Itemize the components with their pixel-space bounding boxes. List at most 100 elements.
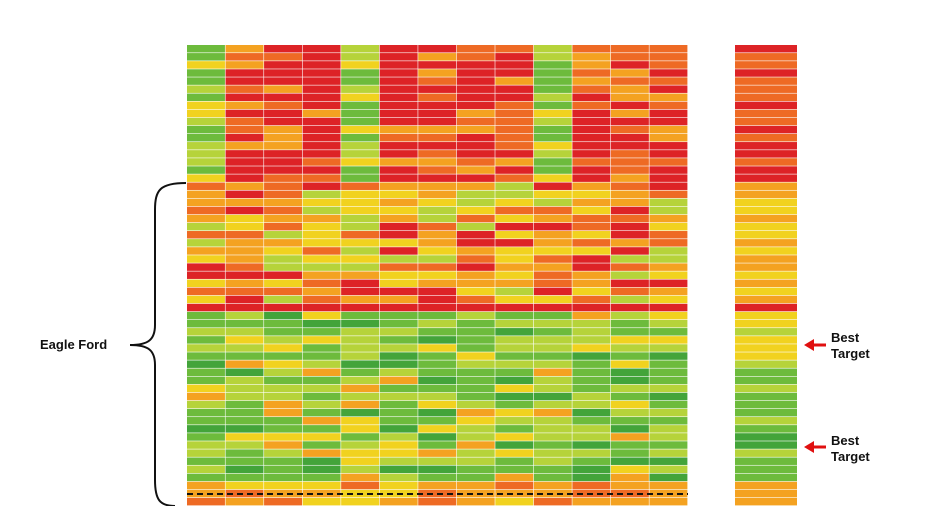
cell xyxy=(341,481,380,490)
cell xyxy=(187,425,225,433)
cell xyxy=(225,247,264,255)
cell xyxy=(533,133,572,142)
cell xyxy=(187,158,225,166)
cell xyxy=(418,61,457,69)
cell xyxy=(379,231,418,239)
cell xyxy=(572,465,611,474)
cell xyxy=(533,142,572,150)
cell xyxy=(533,433,572,441)
cell xyxy=(302,206,341,215)
cell xyxy=(302,69,341,77)
cell xyxy=(264,344,303,352)
cell xyxy=(379,408,418,417)
cell xyxy=(418,77,457,85)
cell xyxy=(187,376,225,385)
cell xyxy=(533,497,572,506)
cell xyxy=(572,311,611,320)
cell xyxy=(533,319,572,328)
cell xyxy=(187,77,225,85)
arrow-head xyxy=(804,339,814,351)
cell xyxy=(572,198,611,207)
cell xyxy=(735,319,797,328)
cell xyxy=(225,61,264,69)
cell xyxy=(610,408,649,417)
cell xyxy=(187,392,225,401)
cell xyxy=(610,425,649,433)
cell xyxy=(302,61,341,69)
cell xyxy=(264,425,303,433)
cell xyxy=(379,384,418,393)
cell xyxy=(533,481,572,490)
cell xyxy=(264,77,303,85)
cell xyxy=(379,392,418,401)
cell xyxy=(418,417,457,425)
cell xyxy=(264,433,303,441)
cell xyxy=(610,101,649,110)
cell xyxy=(341,295,380,304)
cell xyxy=(649,239,688,247)
cell xyxy=(610,279,649,288)
cell xyxy=(495,182,534,190)
cell xyxy=(264,61,303,69)
cell xyxy=(495,303,534,312)
cell xyxy=(264,85,303,93)
cell xyxy=(495,214,534,223)
cell xyxy=(572,408,611,417)
cell xyxy=(418,255,457,263)
cell xyxy=(341,473,380,482)
cell xyxy=(456,69,495,77)
cell xyxy=(187,247,225,255)
cell xyxy=(495,85,534,93)
cell xyxy=(187,311,225,320)
cell xyxy=(264,368,303,376)
cell xyxy=(533,328,572,336)
cell xyxy=(264,125,303,134)
cell xyxy=(572,319,611,328)
cell xyxy=(187,263,225,271)
cell xyxy=(610,247,649,255)
cell xyxy=(456,231,495,239)
cell xyxy=(610,166,649,174)
cell xyxy=(735,384,797,393)
cell xyxy=(264,457,303,465)
cell xyxy=(187,384,225,393)
cell xyxy=(225,222,264,231)
cell xyxy=(225,166,264,174)
cell xyxy=(649,158,688,166)
cell xyxy=(379,53,418,61)
cell xyxy=(341,328,380,336)
cell xyxy=(264,311,303,320)
cell xyxy=(456,198,495,207)
cell xyxy=(495,489,534,498)
cell xyxy=(341,417,380,425)
cell xyxy=(495,77,534,85)
cell xyxy=(341,384,380,393)
cell xyxy=(735,433,797,441)
cell xyxy=(572,85,611,93)
cell xyxy=(379,360,418,368)
cell xyxy=(264,117,303,126)
cell xyxy=(610,352,649,360)
cell xyxy=(610,109,649,118)
annotation: Best Target xyxy=(831,433,870,464)
cell xyxy=(572,417,611,425)
cell xyxy=(456,206,495,215)
cell xyxy=(225,400,264,409)
cell xyxy=(225,303,264,312)
cell xyxy=(264,133,303,142)
cell xyxy=(495,93,534,102)
cell xyxy=(264,182,303,190)
cell xyxy=(735,182,797,190)
cell xyxy=(264,408,303,417)
cell xyxy=(495,497,534,506)
cell xyxy=(379,376,418,385)
cell xyxy=(533,222,572,231)
cell xyxy=(264,53,303,61)
cell xyxy=(495,53,534,61)
cell xyxy=(572,303,611,312)
cell xyxy=(610,400,649,409)
cell xyxy=(341,45,380,53)
cell xyxy=(456,368,495,376)
cell xyxy=(456,449,495,457)
